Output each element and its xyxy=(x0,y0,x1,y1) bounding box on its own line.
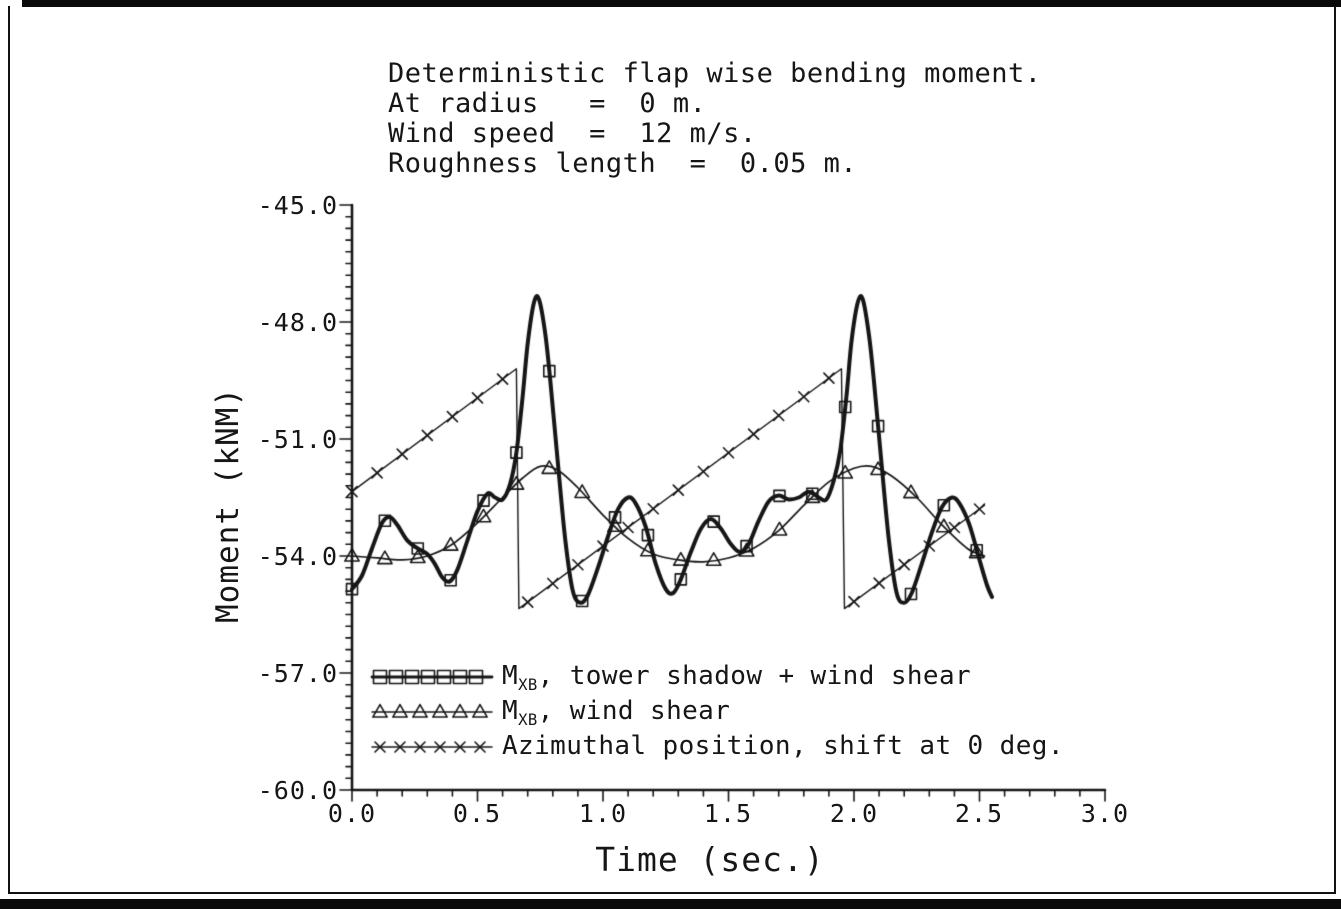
x-tick-label: 0.5 xyxy=(452,799,502,828)
x-tick-label: 3.0 xyxy=(1080,799,1130,828)
y-tick-label: -48.0 xyxy=(257,308,338,337)
y-tick-label: -45.0 xyxy=(257,191,338,220)
x-tick-label: 1.5 xyxy=(703,799,753,828)
legend-label-tower-shadow: MXB, tower shadow + wind shear xyxy=(502,661,972,695)
y-axis-label: Moment (kNM) xyxy=(210,387,246,623)
chart-title-line: At radius = 0 m. xyxy=(388,88,707,119)
x-tick-label: 1.0 xyxy=(578,799,628,828)
chart-title-line: Wind speed = 12 m/s. xyxy=(388,118,757,149)
legend-label-wind-shear: MXB, wind shear xyxy=(502,696,731,730)
x-tick-label: 2.5 xyxy=(954,799,1004,828)
legend-label-azimuthal: Azimuthal position, shift at 0 deg. xyxy=(502,731,1064,761)
y-tick-label: -54.0 xyxy=(257,542,338,571)
chart-title-line: Roughness length = 0.05 m. xyxy=(388,148,858,179)
x-tick-label: 2.0 xyxy=(829,799,879,828)
y-tick-label: -60.0 xyxy=(257,776,338,805)
legend-subscript: XB xyxy=(518,676,538,695)
x-axis-label: Time (sec.) xyxy=(595,840,825,879)
y-tick-label: -57.0 xyxy=(257,659,338,688)
legend-subscript: XB xyxy=(518,711,538,730)
y-tick-label: -51.0 xyxy=(257,425,338,454)
chart-title-line: Deterministic flap wise bending moment. xyxy=(388,58,1042,89)
x-tick-label: 0.0 xyxy=(327,799,377,828)
